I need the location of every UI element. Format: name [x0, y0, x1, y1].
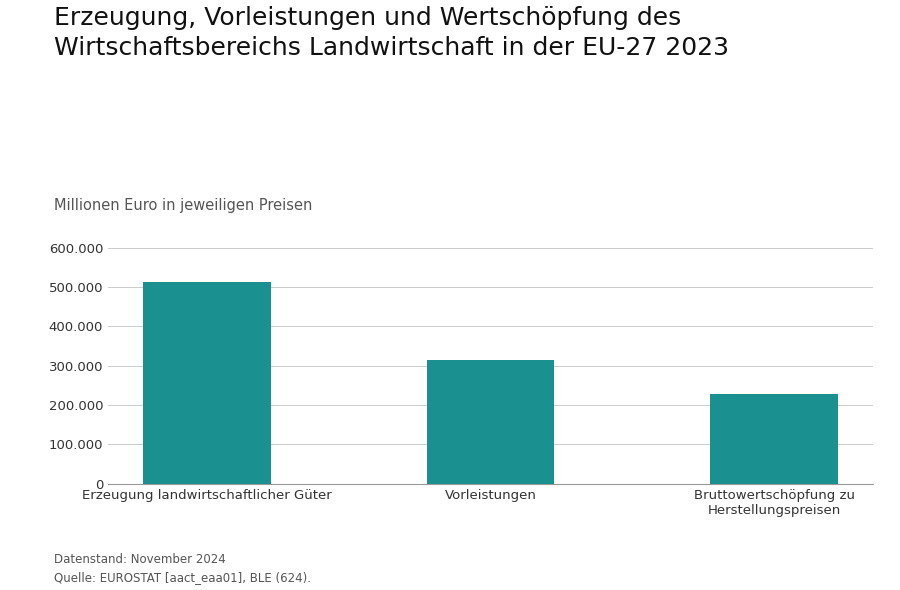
- Text: Millionen Euro in jeweiligen Preisen: Millionen Euro in jeweiligen Preisen: [54, 198, 312, 212]
- Bar: [143, 281, 271, 484]
- Bar: [710, 394, 838, 484]
- Text: Erzeugung, Vorleistungen und Wertschöpfung des
Wirtschaftsbereichs Landwirtschaf: Erzeugung, Vorleistungen und Wertschöpfu…: [54, 6, 729, 60]
- Text: Datenstand: November 2024
Quelle: EUROSTAT [aact_eaa01], BLE (624).: Datenstand: November 2024 Quelle: EUROST…: [54, 553, 311, 584]
- Bar: [427, 360, 554, 484]
